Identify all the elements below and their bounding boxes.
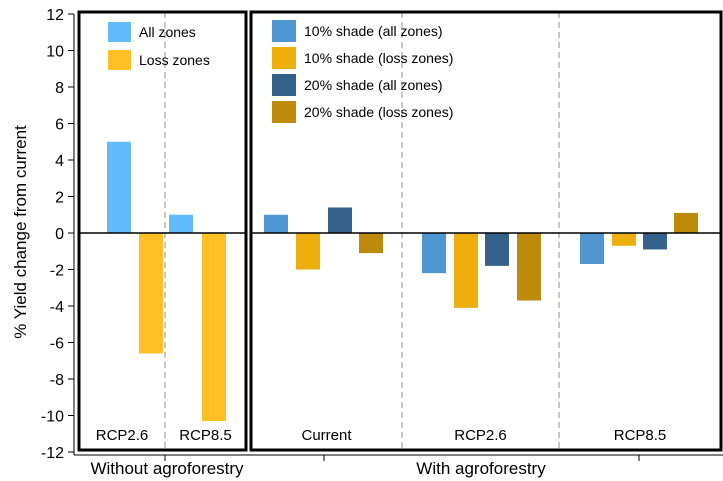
y-tick-label: -8 [50, 372, 64, 389]
legend-swatch [108, 50, 131, 70]
chart-panels: RCP2.6 RCP8.5 All zones Loss zones Without a… [77, 10, 723, 478]
y-tick-label: -10 [41, 409, 64, 426]
panel-group-label: Without agroforestry [90, 459, 244, 478]
bar [169, 214, 193, 233]
y-tick-label: 12 [46, 7, 64, 24]
y-axis-ticks: -12 -10 -8 -6 -4 -2 0 2 4 6 8 10 12 [41, 7, 74, 462]
bar [328, 207, 352, 233]
category-label: RCP8.5 [614, 427, 667, 444]
bar [422, 233, 446, 274]
y-tick-label: 2 [55, 190, 64, 207]
legend-label: 20% shade (loss zones) [304, 104, 453, 120]
y-tick-label: -2 [50, 263, 64, 280]
category-label: Current [301, 427, 352, 444]
legend-swatch [272, 20, 296, 42]
panel-group-label: With agroforestry [416, 459, 546, 478]
bar [107, 141, 131, 233]
bar [612, 233, 636, 246]
panel-frame [249, 10, 723, 452]
category-label: RCP8.5 [179, 427, 232, 444]
panel-2: Current RCP2.6 RCP8.5 10% shade (all zones)… [249, 10, 723, 478]
legend-swatch [272, 101, 296, 123]
bar [485, 233, 509, 266]
panel-1: RCP2.6 RCP8.5 All zones Loss zones Without a… [77, 10, 248, 478]
bar [296, 233, 320, 270]
legend-label: All zones [139, 24, 196, 40]
y-tick-label: 0 [55, 226, 64, 243]
y-tick-label: 4 [55, 153, 64, 170]
bar [674, 212, 698, 233]
y-tick-label: -4 [50, 299, 64, 316]
legend-label: 20% shade (all zones) [304, 77, 443, 93]
bar [202, 233, 226, 421]
bar [580, 233, 604, 265]
y-axis-label: % Yield change from current [11, 125, 30, 339]
category-label: RCP2.6 [454, 427, 507, 444]
bar [643, 233, 667, 250]
legend-label: 10% shade (all zones) [304, 23, 443, 39]
legend-swatch [272, 74, 296, 96]
category-label: RCP2.6 [96, 427, 149, 444]
bar [517, 233, 541, 301]
bar [359, 233, 383, 254]
legend-label: 10% shade (loss zones) [304, 50, 453, 66]
y-tick-label: -12 [41, 445, 64, 462]
legend-label: Loss zones [139, 52, 210, 68]
y-tick-label: -6 [50, 336, 64, 353]
legend-swatch [108, 22, 131, 42]
bar [454, 233, 478, 308]
legend-swatch [272, 47, 296, 69]
bar [264, 214, 288, 233]
panel-frame [77, 10, 248, 452]
bar [139, 233, 163, 354]
y-tick-label: 10 [46, 44, 64, 61]
y-tick-label: 6 [55, 117, 64, 134]
y-tick-label: 8 [55, 80, 64, 97]
